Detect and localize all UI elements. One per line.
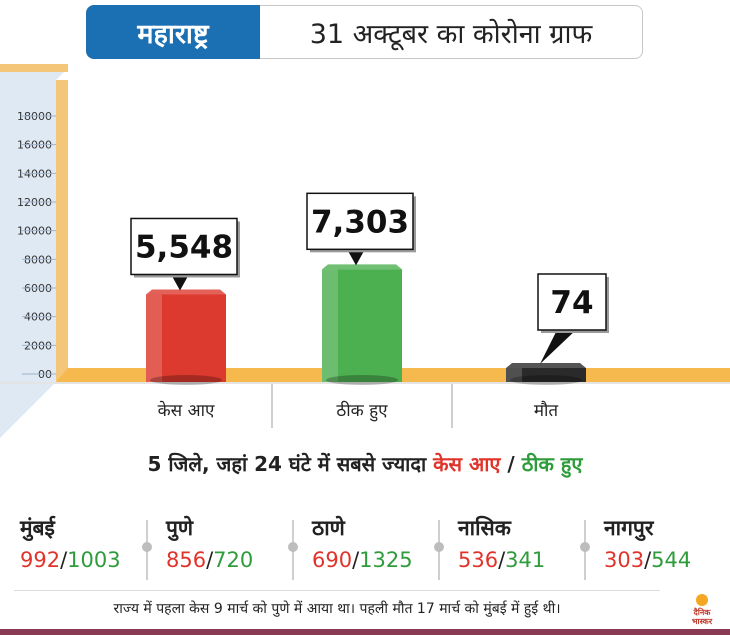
logo-line-2: भास्कर	[692, 617, 713, 626]
region-title: महाराष्ट्र	[86, 5, 260, 59]
bars-group: 5,548 7,303 74	[130, 192, 609, 385]
city-name: नासिक	[458, 516, 511, 540]
data-label-box	[306, 192, 414, 251]
city-cases: 536	[458, 548, 499, 572]
summary-text: 5 जिले, जहां 24 घंटे में सबसे ज्यादा	[147, 452, 434, 476]
data-label: 7,303	[311, 204, 409, 240]
callout-pointer	[540, 328, 578, 364]
bar-highlight	[322, 269, 338, 382]
footer: राज्य में पहला केस 9 मार्च को पुणे में आ…	[0, 590, 730, 628]
bar-shadow	[510, 375, 582, 385]
bar-highlight	[506, 368, 522, 382]
page-title: 31 अक्टूबर का कोरोना ग्राफ	[260, 5, 643, 59]
city-divider	[288, 520, 298, 580]
bar	[506, 368, 586, 382]
city-mumbai: मुंबई 992/1003	[20, 516, 121, 572]
bottom-bar	[0, 629, 730, 635]
city-name: नागपुर	[604, 516, 654, 540]
city-name: मुंबई	[20, 516, 55, 540]
city-nagpur: नागपुर 303/544	[604, 516, 692, 572]
summary-separator: /	[500, 452, 522, 476]
header-banner: महाराष्ट्र 31 अक्टूबर का कोरोना ग्राफ	[86, 5, 644, 59]
x-tick-label: केस आए	[158, 400, 215, 421]
y-axis: 1800016000140001200010000800060004000200…	[17, 110, 56, 381]
city-nashik: नासिक 536/341	[458, 516, 546, 572]
x-axis: केस आए ठीक हुए मौत	[158, 400, 559, 422]
data-label-box	[537, 273, 607, 331]
data-label: 5,548	[135, 229, 233, 265]
city-name: पुणे	[166, 516, 194, 540]
bar-top	[146, 289, 226, 295]
city-cases: 992	[20, 548, 61, 572]
footer-note: राज्य में पहला केस 9 मार्च को पुणे में आ…	[14, 590, 660, 627]
city-recovered: 720	[213, 548, 254, 572]
city-cases: 690	[312, 548, 353, 572]
city-name: ठाणे	[312, 516, 345, 540]
x-tick-label: मौत	[534, 400, 559, 421]
city-recovered: 544	[651, 548, 692, 572]
city-divider	[142, 520, 152, 580]
data-label: 74	[550, 285, 593, 321]
bar-chart: 1800016000140001200010000800060004000200…	[0, 64, 730, 438]
bar-top	[322, 264, 402, 270]
dainik-bhaskar-logo: दैनिक भास्कर	[692, 594, 713, 626]
bar-shadow	[150, 375, 222, 385]
logo-line-1: दैनिक	[693, 607, 712, 617]
city-cases: 303	[604, 548, 645, 572]
chart-left-edge	[56, 80, 68, 382]
summary-heading: 5 जिले, जहां 24 घंटे में सबसे ज्यादा केस…	[0, 450, 730, 477]
bar	[322, 269, 402, 382]
city-cases: 856	[166, 548, 207, 572]
city-pune: पुणे 856/720	[166, 516, 254, 572]
bar-shadow	[326, 375, 398, 385]
bar	[146, 294, 226, 382]
x-tick-label: ठीक हुए	[336, 400, 388, 422]
city-divider	[434, 520, 444, 580]
city-recovered: 1325	[359, 548, 413, 572]
bar-highlight	[146, 294, 162, 382]
city-thane: ठाणे 690/1325	[312, 516, 413, 572]
city-recovered: 1003	[67, 548, 121, 572]
city-divider	[580, 520, 590, 580]
summary-cases-label: केस आए	[433, 452, 501, 476]
data-label-box	[130, 217, 238, 276]
city-recovered: 341	[505, 548, 546, 572]
floor-shadow	[0, 382, 730, 384]
summary-recovered-label: ठीक हुए	[521, 452, 583, 476]
bar-top	[506, 363, 586, 368]
